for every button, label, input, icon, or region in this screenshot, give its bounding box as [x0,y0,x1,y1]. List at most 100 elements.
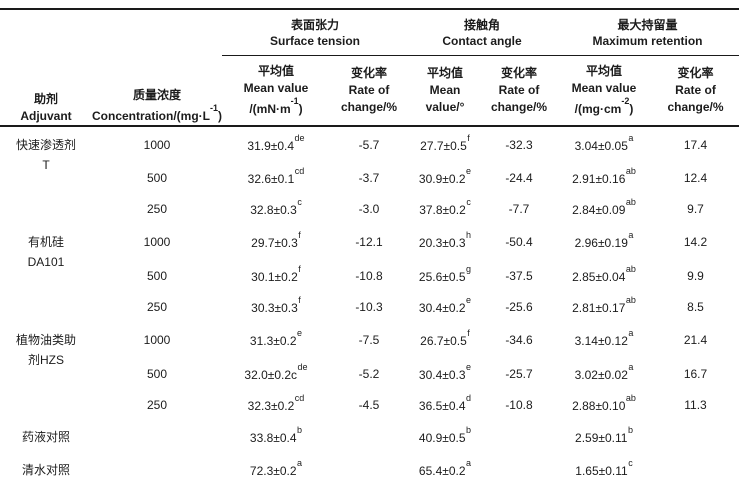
table-row: 500 32.6±0.1cd -3.7 30.9±0.2e -24.4 2.91±0.16… [0,162,739,193]
header-concentration-zh: 质量浓度 [132,88,181,102]
header-mr-rate: 变化率 Rate of change/% [652,55,739,127]
significance-letter: e [297,328,303,338]
contact-angle-mean: 25.6±0.5g [418,263,472,284]
group-label-en: Maximum retention [592,33,703,48]
surface-tension-rate: -4.5 [358,397,380,412]
header-group-maximum-retention: 最大持留量 Maximum retention [556,9,739,56]
surface-tension-mean: 30.3±0.3f [251,294,301,315]
surface-tension-mean: 32.6±0.1cd [247,165,305,186]
significance-letter: h [466,230,472,240]
table-row: 快速渗透剂 T 1000 31.9±0.4de -5.7 27.7±0.5f -32.3 3… [0,126,739,173]
significance-letter: e [466,165,472,176]
significance-letter: e [466,361,472,372]
significance-letter: b [466,425,472,435]
significance-letter: g [466,263,472,274]
table-body: 快速渗透剂 T 1000 31.9±0.4de -5.7 27.7±0.5f -32.3 3… [0,126,739,487]
header-mr-mean: 平均值 Mean value /(mg·cm-2) [556,55,652,127]
group-label-en: Surface tension [269,33,361,48]
significance-letter: de [297,361,308,372]
significance-letter: b [627,425,633,435]
surface-tension-mean: 32.3±0.2cd [247,392,305,413]
significance-letter: f [467,132,470,143]
surface-tension-rate [330,420,408,454]
header-st-rate: 变化率 Rate of change/% [330,55,408,127]
max-retention-rate: 21.4 [683,333,708,347]
significance-letter: cd [294,165,305,176]
contact-angle-mean: 26.7±0.5f [420,328,470,348]
header-group-contact-angle: 接触角 Contact angle [408,9,556,56]
header-group-surface-tension: 表面张力 Surface tension [222,9,408,56]
max-retention-mean: 1.65±0.11c [575,458,633,479]
table-row: 500 30.1±0.2f -10.8 25.6±0.5g -37.5 2.85±0.04… [0,260,739,291]
max-retention-mean: 2.85±0.04ab [572,263,636,284]
max-retention-rate: 11.3 [684,397,707,412]
max-retention-mean: 3.04±0.05a [574,132,634,153]
table-row: 250 32.8±0.3c -3.0 37.8±0.2c -7.7 2.84±0.09ab… [0,193,739,224]
significance-letter: b [297,425,303,435]
surface-tension-rate: -3.7 [358,170,380,185]
adjuvant-label: 快速渗透剂 T [15,138,76,172]
significance-letter: a [628,132,634,143]
max-retention-mean: 2.81±0.17ab [572,294,636,315]
concentration-value: 1000 [143,333,171,347]
surface-tension-rate: -7.5 [358,333,380,347]
surface-tension-rate: -3.0 [358,201,380,216]
contact-angle-mean: 30.9±0.2e [418,165,472,186]
contact-angle-rate [482,454,556,487]
max-retention-rate: 9.9 [687,268,704,283]
significance-letter: a [628,361,634,372]
contact-angle-rate: -7.7 [508,201,530,216]
adjuvant-label: 药液对照 [21,430,70,444]
contact-angle-rate: -25.6 [505,299,533,314]
significance-letter: f [298,263,301,274]
contact-angle-rate: -50.4 [505,235,533,249]
header-adjuvant: 助剂 Adjuvant [0,9,92,127]
contact-angle-rate: -34.6 [505,333,533,347]
max-retention-mean: 2.59±0.11b [575,425,633,445]
significance-letter: d [466,392,472,403]
group-label-zh: 最大持留量 [617,17,678,32]
concentration-value: 250 [146,299,168,314]
table-row: 250 30.3±0.3f -10.3 30.4±0.2e -25.6 2.81±0.17… [0,291,739,322]
contact-angle-mean: 40.9±0.5b [418,425,472,445]
concentration-value [92,454,222,487]
significance-letter: f [298,294,301,305]
surface-tension-mean: 32.8±0.3c [250,196,302,217]
contact-angle-rate [482,420,556,454]
max-retention-mean: 2.88±0.10ab [572,392,636,413]
significance-letter: f [298,230,301,240]
significance-letter: c [466,196,471,207]
significance-letter: e [466,294,472,305]
max-retention-rate [652,420,739,454]
surface-tension-rate [330,454,408,487]
contact-angle-mean: 30.4±0.3e [418,361,472,382]
max-retention-mean: 3.02±0.02a [574,361,634,382]
significance-letter: a [466,458,472,469]
significance-letter: a [628,328,634,338]
table-row: 药液对照 33.8±0.4b 40.9±0.5b 2.59±0.11b [0,420,739,454]
significance-letter: cd [294,392,305,403]
significance-letter: f [467,328,470,338]
max-retention-rate: 14.2 [683,235,708,249]
surface-tension-mean: 29.7±0.3f [251,230,301,250]
contact-angle-rate: -32.3 [505,137,533,152]
table-row: 植物油类助 剂HZS 1000 31.3±0.2e -7.5 26.7±0.5f -34.… [0,322,739,367]
header-adjuvant-en: Adjuvant [20,109,72,123]
concentration-value: 1000 [143,235,171,249]
surface-tension-rate: -12.1 [355,235,383,249]
concentration-value: 250 [146,397,168,412]
surface-tension-rate: -10.8 [355,268,383,283]
table-row: 有机硅 DA101 1000 29.7±0.3f -12.1 20.3±0.3h -50.… [0,224,739,269]
max-retention-rate: 17.4 [683,137,708,152]
significance-letter: ab [625,392,636,403]
surface-tension-rate: -5.7 [358,137,380,152]
max-retention-mean: 2.91±0.16ab [572,165,636,186]
table-header: 助剂 Adjuvant 质量浓度 Concentration/(mg·L-1) … [0,9,739,127]
contact-angle-mean: 65.4±0.2a [418,458,472,479]
group-header-row: 助剂 Adjuvant 质量浓度 Concentration/(mg·L-1) … [0,9,739,127]
table-row: 500 32.0±0.2cde -5.2 30.4±0.3e -25.7 3.02±0.0… [0,358,739,389]
group-label-zh: 接触角 [463,17,500,32]
adjuvant-label: 有机硅 DA101 [27,235,65,269]
contact-angle-mean: 20.3±0.3h [418,230,472,250]
surface-tension-mean: 30.1±0.2f [251,263,301,284]
